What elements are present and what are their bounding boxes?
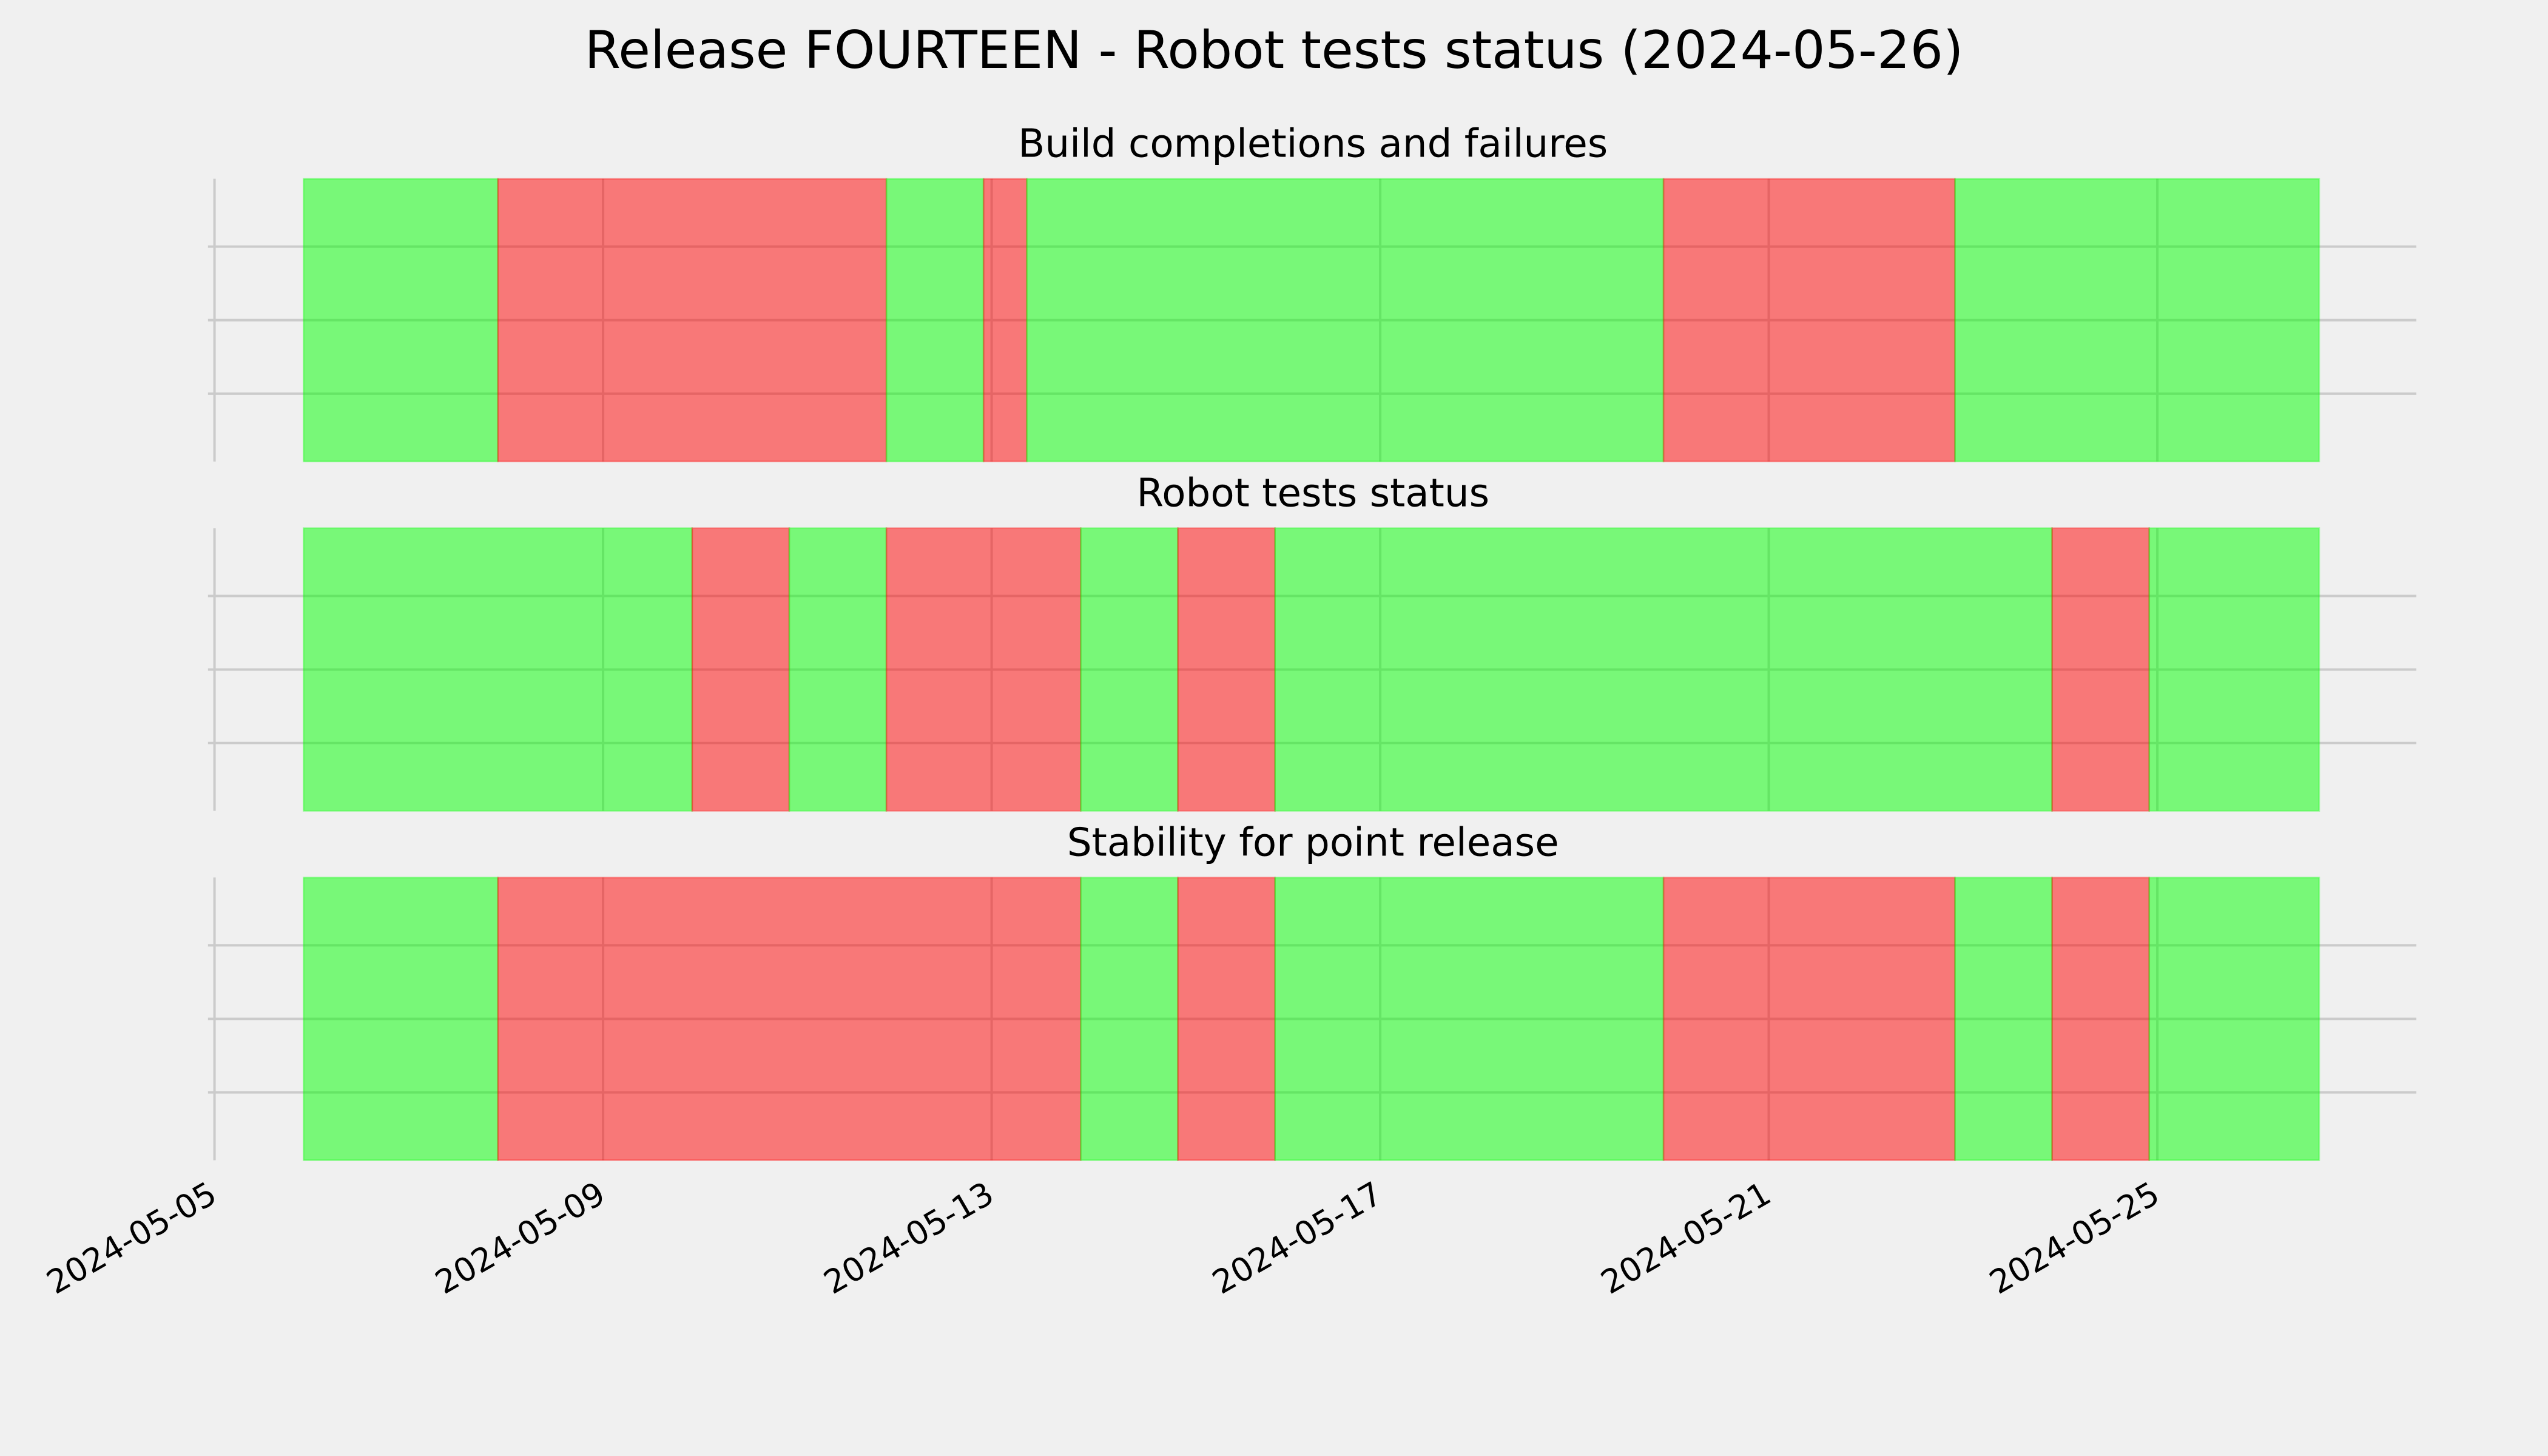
status-span	[1954, 877, 2053, 1161]
status-span	[1274, 527, 2053, 812]
status-span	[1177, 877, 1276, 1161]
status-span	[982, 178, 1028, 463]
status-span	[2051, 527, 2151, 812]
status-span	[1954, 178, 2320, 463]
status-span	[2051, 877, 2151, 1161]
status-span	[2148, 527, 2320, 812]
status-span	[885, 178, 985, 463]
status-span	[788, 527, 888, 812]
subplot-title: Stability for point release	[1067, 820, 1559, 865]
subplot-title: Build completions and failures	[1018, 121, 1608, 167]
status-span	[1079, 527, 1179, 812]
status-span	[1026, 178, 1665, 463]
status-span	[1274, 877, 1665, 1161]
status-span	[2148, 877, 2320, 1161]
status-span	[1662, 178, 1956, 463]
status-span	[303, 178, 499, 463]
status-span	[303, 527, 693, 812]
chart-title: Release FOURTEEN - Robot tests status (2…	[585, 20, 1964, 81]
status-span	[303, 877, 499, 1161]
status-span	[1079, 877, 1179, 1161]
subplot-title: Robot tests status	[1136, 471, 1489, 516]
status-span	[1177, 527, 1276, 812]
status-span	[885, 527, 1082, 812]
status-span	[1662, 877, 1956, 1161]
status-span	[497, 178, 888, 463]
status-span	[691, 527, 790, 812]
status-span	[497, 877, 1082, 1161]
